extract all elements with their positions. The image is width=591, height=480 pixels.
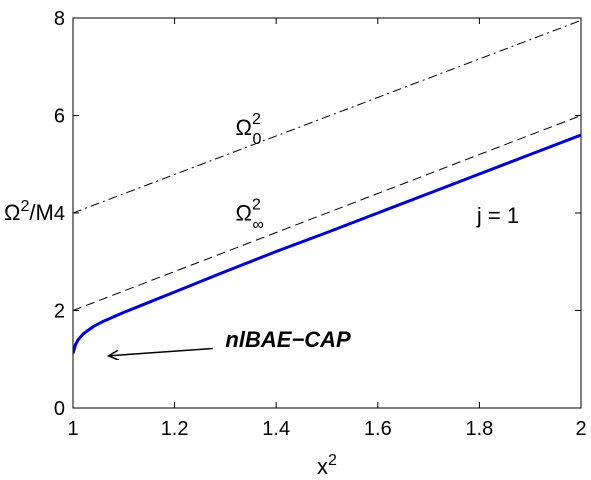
x-tick-label: 1.4 xyxy=(262,418,290,440)
annotation-j1: j = 1 xyxy=(476,203,519,228)
x-axis-label: x2 xyxy=(317,452,337,479)
x-tick-label: 1.6 xyxy=(364,418,392,440)
series-line-2 xyxy=(73,115,581,311)
x-tick-label: 1 xyxy=(67,418,78,440)
series-group xyxy=(73,19,581,354)
y-tick-label: 0 xyxy=(54,398,65,420)
annotation-nlbae: nlBAE−CAP xyxy=(225,327,351,352)
annotation-omega0: Ω2 0 xyxy=(236,111,262,148)
annotation-omegainf: Ω2 ∞ xyxy=(236,196,264,233)
x-tick-label: 1.8 xyxy=(465,418,493,440)
x-tick-label: 2 xyxy=(575,418,586,440)
y-tick-label: 6 xyxy=(54,106,65,128)
y-tick-label: 8 xyxy=(54,8,65,30)
ticks: 1 1.2 1.4 1.6 1.8 2 0 2 4 6 8 xyxy=(54,8,587,440)
y-tick-label: 2 xyxy=(54,301,65,323)
series-line-1 xyxy=(73,19,581,214)
series-line-3 xyxy=(73,133,581,354)
annotations-group: Ω2 0 Ω2 ∞ j = 1 nlBAE−CAP xyxy=(109,111,519,356)
y-tick-label: 4 xyxy=(54,203,65,225)
y-axis-label: Ω2/M xyxy=(4,198,54,225)
x-tick-label: 1.2 xyxy=(161,418,189,440)
annotation-arrow xyxy=(109,347,213,356)
